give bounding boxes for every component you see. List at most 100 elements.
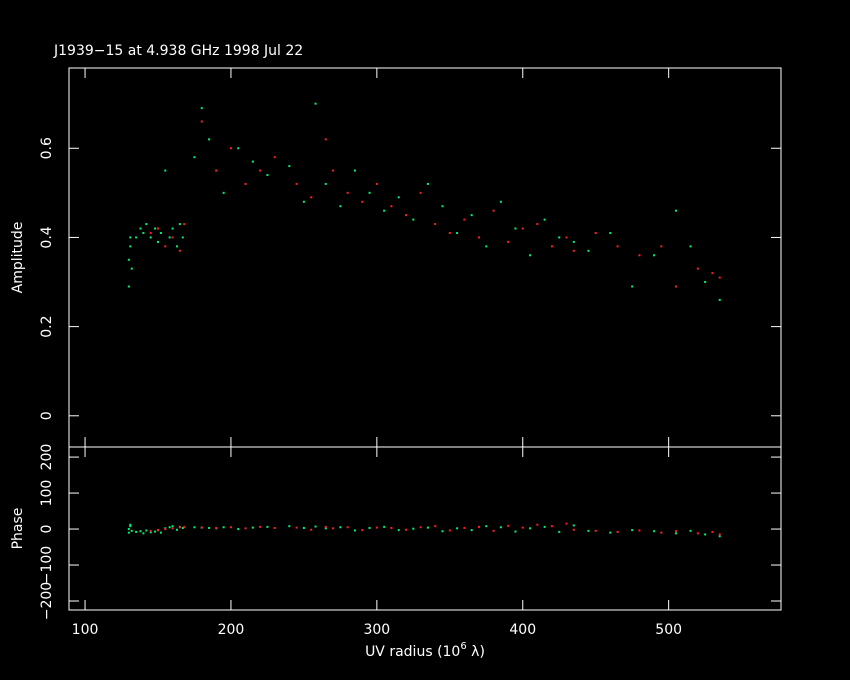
point	[244, 527, 247, 530]
y-tick-label: 0.2	[39, 315, 55, 337]
point	[390, 205, 393, 208]
point	[237, 147, 240, 150]
point	[324, 525, 327, 528]
point	[711, 530, 714, 533]
point	[215, 526, 218, 529]
point	[536, 223, 539, 226]
point	[295, 182, 298, 185]
point	[550, 525, 553, 528]
point	[426, 526, 429, 529]
point	[200, 120, 203, 123]
point	[164, 528, 167, 531]
point	[572, 528, 575, 531]
point	[412, 527, 415, 530]
point	[434, 223, 437, 226]
point	[674, 285, 677, 288]
point	[412, 218, 415, 221]
point	[135, 530, 138, 533]
point	[572, 524, 575, 527]
point	[390, 526, 393, 529]
point	[718, 298, 721, 301]
point	[543, 218, 546, 221]
point	[477, 236, 480, 239]
point	[521, 227, 524, 230]
point	[361, 529, 364, 532]
point	[638, 529, 641, 532]
point	[135, 236, 138, 239]
point	[558, 530, 561, 533]
point	[499, 200, 502, 203]
y-axis-label: Amplitude	[10, 222, 26, 294]
point	[405, 528, 408, 531]
point	[616, 530, 619, 533]
point	[142, 532, 145, 535]
point	[175, 245, 178, 248]
point	[405, 214, 408, 217]
point	[129, 236, 132, 239]
point	[456, 527, 459, 530]
point	[127, 528, 130, 531]
point	[139, 227, 142, 230]
point	[127, 285, 130, 288]
point	[426, 182, 429, 185]
plot-frame	[68, 67, 782, 448]
point	[273, 526, 276, 529]
point	[310, 196, 313, 199]
point	[154, 227, 157, 230]
point	[529, 527, 532, 530]
point	[375, 526, 378, 529]
point	[157, 227, 159, 230]
point	[507, 524, 510, 527]
point	[718, 535, 721, 538]
point	[237, 528, 240, 531]
point	[638, 254, 641, 257]
point	[536, 523, 539, 526]
point	[259, 525, 262, 528]
point	[171, 236, 174, 239]
point	[419, 526, 422, 529]
point	[346, 191, 349, 194]
point	[145, 223, 148, 226]
point	[653, 530, 656, 533]
point	[288, 165, 291, 168]
point	[159, 231, 162, 234]
point	[470, 529, 473, 532]
point	[208, 526, 211, 529]
point	[463, 218, 466, 221]
point	[441, 205, 444, 208]
point	[171, 525, 174, 528]
point	[448, 529, 451, 532]
point	[419, 191, 422, 194]
point	[514, 227, 517, 230]
chart-title: J1939−15 at 4.938 GHz 1998 Jul 22	[53, 43, 303, 59]
point	[572, 249, 575, 252]
point	[168, 526, 171, 529]
point	[314, 102, 317, 105]
point	[149, 531, 152, 534]
point	[266, 174, 269, 177]
point	[332, 169, 335, 172]
point	[631, 529, 634, 532]
point	[631, 285, 634, 288]
point	[696, 532, 699, 535]
point	[154, 530, 157, 533]
point	[704, 281, 707, 284]
point	[609, 231, 612, 234]
y-tick-label: 0	[39, 525, 55, 534]
point	[485, 245, 488, 248]
point	[674, 530, 677, 533]
point	[208, 138, 211, 141]
point	[674, 532, 677, 535]
point	[168, 236, 171, 239]
point	[441, 530, 444, 533]
point	[157, 529, 159, 532]
point	[181, 526, 184, 529]
y-tick-label: −200	[39, 582, 55, 620]
point	[660, 531, 663, 534]
point	[302, 526, 305, 529]
point	[558, 236, 561, 239]
x-axis-label: UV radius (106 λ)	[365, 641, 485, 660]
point	[492, 529, 495, 532]
point	[477, 525, 480, 528]
point	[383, 525, 386, 528]
